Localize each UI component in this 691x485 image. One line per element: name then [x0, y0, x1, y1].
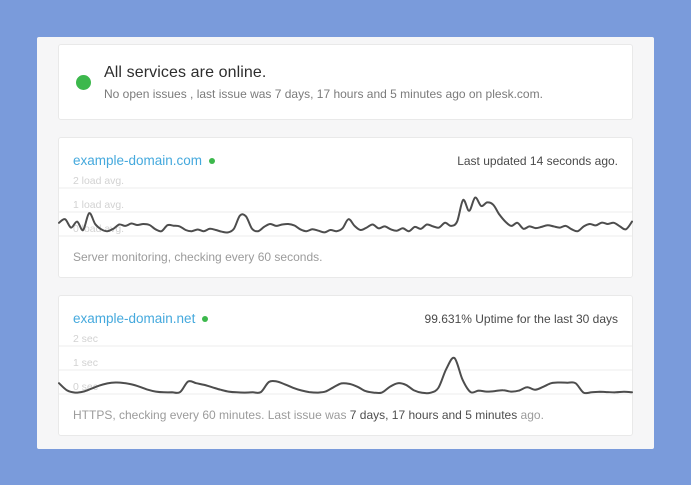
- load-chart-svg: 2 load avg. 1 load avg. 0 load avg.: [58, 176, 633, 237]
- svg-text:0 load avg.: 0 load avg.: [73, 224, 124, 235]
- status-banner-text: All services are online. No open issues …: [104, 64, 543, 101]
- footer-suffix: ago.: [517, 408, 544, 422]
- online-dot-icon: [209, 157, 216, 164]
- monitor-card-example-domain-net: example-domain.net 99.631% Uptime for th…: [58, 295, 633, 436]
- response-time-chart-svg: 2 sec 1 sec 0 sec: [58, 334, 633, 395]
- status-banner: All services are online. No open issues …: [58, 44, 633, 120]
- monitor-card-example-domain-com: example-domain.com Last updated 14 secon…: [58, 137, 633, 278]
- footer-text: Server monitoring, checking every 60 sec…: [73, 250, 323, 264]
- domain-link[interactable]: example-domain.net: [73, 311, 196, 326]
- monitor-footer: HTTPS, checking every 60 minutes. Last i…: [73, 408, 618, 422]
- footer-highlight: 7 days, 17 hours and 5 minutes: [349, 408, 518, 422]
- last-updated-text: Last updated 14 seconds ago.: [457, 154, 618, 168]
- svg-text:2 sec: 2 sec: [73, 334, 98, 345]
- all-online-status-icon: [76, 74, 91, 90]
- load-chart: 2 load avg. 1 load avg. 0 load avg.: [58, 176, 633, 241]
- status-title: All services are online.: [104, 63, 267, 81]
- footer-text: HTTPS, checking every 60 minutes. Last i…: [73, 408, 350, 422]
- monitor-footer: Server monitoring, checking every 60 sec…: [73, 250, 618, 264]
- domain-link[interactable]: example-domain.com: [73, 153, 203, 168]
- svg-text:1 sec: 1 sec: [73, 358, 98, 369]
- svg-text:1 load avg.: 1 load avg.: [73, 200, 124, 211]
- response-time-chart: 2 sec 1 sec 0 sec: [58, 334, 633, 399]
- uptime-stat-text: 99.631% Uptime for the last 30 days: [424, 312, 618, 326]
- svg-text:0 sec: 0 sec: [73, 382, 98, 393]
- monitor-header: example-domain.net 99.631% Uptime for th…: [59, 296, 632, 326]
- svg-text:2 load avg.: 2 load avg.: [73, 176, 124, 187]
- monitor-header: example-domain.com Last updated 14 secon…: [59, 138, 632, 168]
- status-subtitle: No open issues , last issue was 7 days, …: [104, 86, 543, 101]
- online-dot-icon: [202, 315, 209, 322]
- status-page: All services are online. No open issues …: [37, 37, 654, 449]
